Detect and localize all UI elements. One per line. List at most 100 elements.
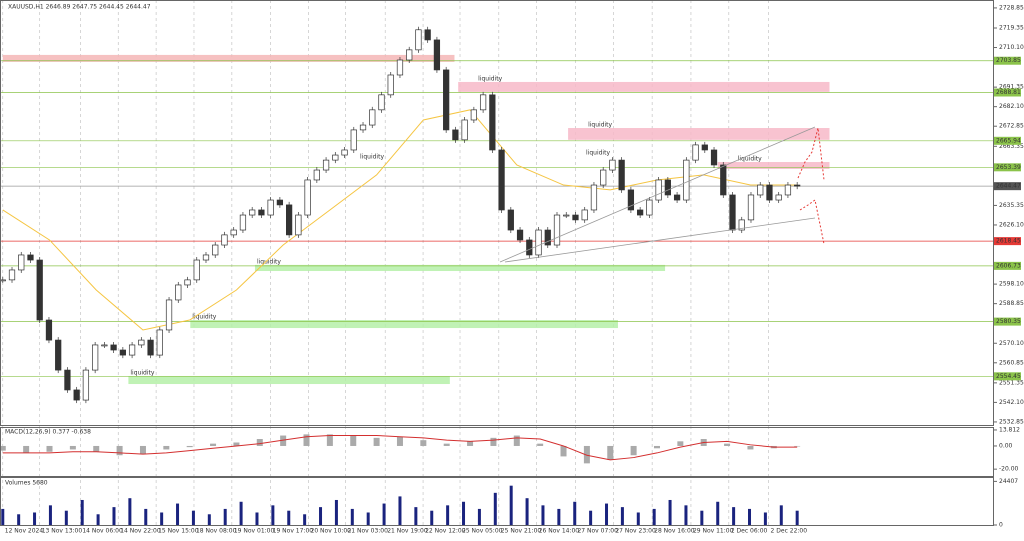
macd-bar bbox=[46, 445, 53, 452]
candle bbox=[193, 259, 200, 281]
x-tick-label: 27 Nov 07:00 bbox=[577, 528, 618, 535]
candle bbox=[784, 184, 792, 196]
candle bbox=[82, 369, 90, 401]
candle bbox=[683, 159, 690, 201]
volume-bar bbox=[620, 507, 624, 525]
candle bbox=[646, 199, 653, 216]
macd-bar bbox=[653, 445, 660, 449]
x-tick-label: 26 Nov 14:00 bbox=[539, 528, 580, 535]
volume-bar bbox=[334, 499, 338, 525]
level-label-bg bbox=[994, 317, 1021, 326]
volume-bar bbox=[366, 512, 370, 525]
volume-bar bbox=[636, 512, 640, 525]
candle bbox=[479, 94, 487, 111]
y-tick-label: 2635.35 bbox=[999, 202, 1024, 209]
y-tick-label: 2691.35 bbox=[999, 84, 1024, 91]
volume-frame bbox=[0, 477, 994, 526]
volume-bar bbox=[589, 510, 593, 525]
volume-bar bbox=[573, 501, 577, 525]
candle bbox=[304, 179, 311, 216]
y-tick-label: 2663.35 bbox=[999, 143, 1024, 150]
candle bbox=[794, 184, 801, 187]
macd-bar bbox=[326, 434, 333, 446]
candle bbox=[230, 229, 237, 236]
macd-bar bbox=[350, 435, 357, 446]
candle bbox=[535, 229, 542, 256]
macd-bar bbox=[116, 445, 123, 456]
volume-bar bbox=[430, 510, 434, 525]
forecast-arrow bbox=[797, 127, 825, 181]
liquidity-zone bbox=[2, 54, 455, 62]
x-tick-label: 27 Nov 23:00 bbox=[615, 528, 656, 535]
candle bbox=[775, 194, 782, 201]
candle bbox=[322, 159, 330, 171]
candle bbox=[18, 254, 25, 271]
level-label-bg bbox=[994, 163, 1021, 172]
macd-tick-label: -20.00 bbox=[999, 466, 1019, 473]
volume-bar bbox=[414, 507, 418, 525]
macd-signal bbox=[2, 435, 798, 461]
candle bbox=[73, 389, 80, 401]
volume-bar bbox=[255, 512, 259, 525]
macd-bar bbox=[256, 439, 263, 446]
macd-bar bbox=[186, 445, 193, 448]
candle bbox=[757, 184, 764, 196]
y-tick-label: 2532.85 bbox=[999, 418, 1024, 425]
liquidity-zone bbox=[254, 264, 666, 272]
y-tick-label: 2710.10 bbox=[999, 44, 1024, 51]
level-label: 2618.45 bbox=[996, 238, 1021, 245]
zone-label: liquidity bbox=[478, 75, 502, 82]
macd-bar bbox=[747, 445, 754, 450]
x-tick-label: 21 Nov 19:00 bbox=[387, 528, 428, 535]
liquidity-zone bbox=[568, 128, 830, 140]
volume-bar bbox=[462, 501, 466, 525]
y-tick-label: 2728.85 bbox=[999, 4, 1024, 11]
candle bbox=[45, 319, 53, 341]
macd-bar bbox=[513, 435, 520, 446]
channel-top bbox=[499, 126, 816, 263]
candle bbox=[452, 129, 459, 141]
macd-bar bbox=[0, 445, 6, 451]
level-label: 2644.47 bbox=[996, 183, 1021, 190]
x-tick-label: 15 Nov 15:00 bbox=[158, 528, 199, 535]
level-label: 2606.73 bbox=[996, 262, 1021, 269]
macd-bar bbox=[490, 437, 497, 446]
candle bbox=[267, 199, 274, 216]
liquidity-zone bbox=[458, 81, 830, 92]
macd-bar bbox=[630, 445, 637, 456]
volume-bar bbox=[541, 505, 545, 525]
volume-bar bbox=[48, 505, 52, 525]
candle bbox=[673, 194, 681, 201]
macd-bar bbox=[163, 445, 170, 450]
candle bbox=[637, 209, 644, 216]
candle bbox=[276, 199, 284, 206]
macd-tick-label: 13.812 bbox=[999, 426, 1020, 433]
volume-bar bbox=[684, 505, 688, 525]
volume-bar bbox=[176, 503, 180, 525]
candle bbox=[720, 164, 727, 196]
candle bbox=[359, 124, 367, 131]
level-label-bg bbox=[994, 372, 1021, 381]
candle bbox=[516, 229, 524, 241]
x-tick-label: 12 Nov 2024 bbox=[5, 528, 44, 535]
candle bbox=[147, 339, 154, 356]
candle bbox=[498, 149, 505, 211]
candle bbox=[55, 339, 62, 371]
volume-bar bbox=[700, 510, 704, 525]
candle bbox=[655, 179, 662, 201]
level-label: 2653.39 bbox=[996, 164, 1021, 171]
macd-bar bbox=[443, 443, 450, 446]
candle bbox=[64, 369, 71, 391]
macd-bar bbox=[607, 445, 614, 460]
candle bbox=[212, 244, 219, 256]
candle bbox=[184, 279, 191, 286]
volume-bar bbox=[779, 505, 783, 525]
volume-bar bbox=[128, 498, 132, 525]
candle bbox=[747, 194, 755, 221]
candle bbox=[350, 129, 357, 151]
macd-bar bbox=[677, 441, 684, 446]
x-tick-label: 14 Nov 22:00 bbox=[120, 528, 161, 535]
volume-title: Volumes 5680 bbox=[5, 480, 48, 487]
